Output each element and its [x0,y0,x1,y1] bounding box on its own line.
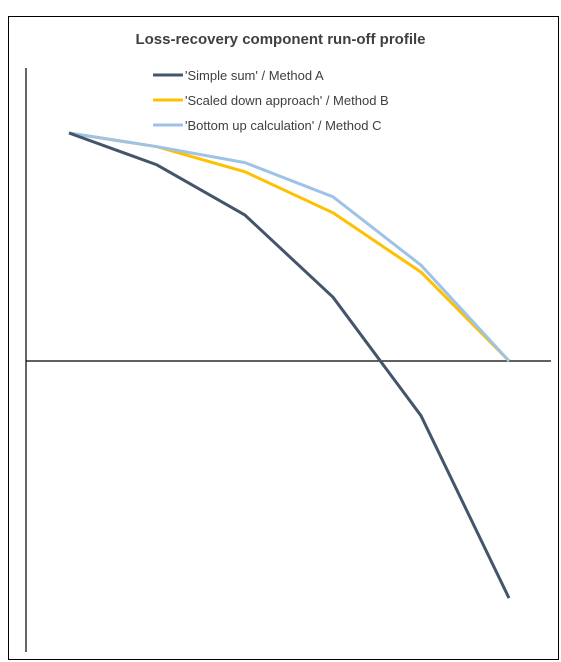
legend-label-3: 'Bottom up calculation' / Method C [185,118,381,133]
chart-frame [8,16,559,660]
legend-label-1: 'Simple sum' / Method A [185,68,324,83]
series-line-1 [68,131,511,599]
series-line-2 [68,131,511,363]
legend-label-2: 'Scaled down approach' / Method B [185,93,389,108]
series-line-3 [68,131,511,363]
chart-title: Loss-recovery component run-off profile [135,31,426,48]
